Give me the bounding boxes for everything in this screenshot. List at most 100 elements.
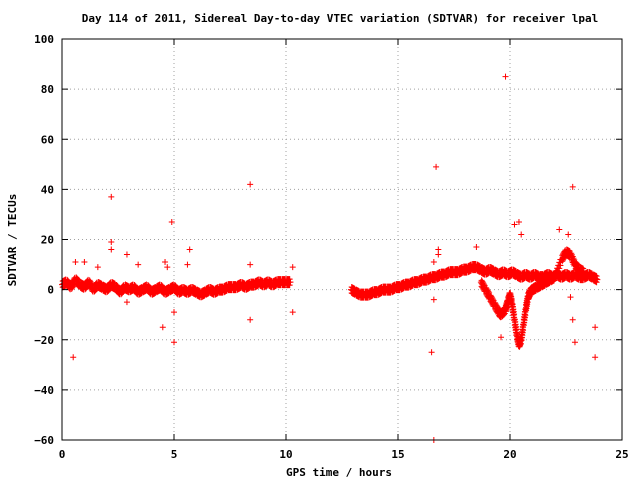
data-point (493, 302, 500, 309)
outlier-point (164, 264, 171, 271)
x-tick-label: 15 (391, 448, 404, 461)
outlier-point (473, 244, 480, 251)
outlier-point (162, 259, 169, 266)
data-point (489, 294, 496, 301)
x-tick-label: 20 (503, 448, 516, 461)
data-point (286, 282, 293, 289)
data-point (68, 285, 75, 292)
data-point (580, 265, 587, 272)
outlier-point (171, 339, 177, 346)
outlier-point (108, 193, 115, 200)
data-points (59, 73, 601, 443)
x-tick-label: 10 (279, 448, 292, 461)
data-point (485, 288, 492, 295)
data-point (554, 271, 561, 278)
outlier-point (433, 163, 440, 170)
outlier-point (592, 354, 599, 361)
data-point (490, 297, 497, 304)
outlier-point (502, 73, 509, 80)
data-point (86, 277, 93, 284)
y-tick-labels: −60 −40 −20 0 20 40 60 80 100 (34, 33, 54, 447)
y-tick-label: −40 (34, 384, 54, 397)
outlier-point (289, 309, 296, 316)
data-point (513, 326, 520, 333)
outlier-point (171, 309, 177, 316)
x-tick-label: 0 (59, 448, 66, 461)
outlier-point (168, 218, 175, 225)
outlier-point (592, 324, 599, 331)
data-point (492, 301, 499, 308)
data-point (487, 292, 494, 299)
data-point (580, 271, 587, 278)
outlier-point (511, 221, 518, 228)
data-point (69, 284, 76, 291)
data-point (594, 276, 601, 283)
outlier-point (72, 259, 79, 266)
data-point (551, 277, 558, 284)
data-point (560, 257, 567, 264)
outlier-point (184, 261, 191, 268)
outlier-point (81, 259, 88, 266)
axis-ticks (61, 38, 623, 441)
y-tick-label: 60 (41, 133, 54, 146)
x-tick-labels: 0 5 10 15 20 25 (59, 448, 629, 461)
data-point (522, 312, 529, 319)
data-point (511, 311, 518, 318)
data-point (70, 283, 77, 290)
data-point (488, 293, 495, 300)
outlier-point (247, 316, 254, 323)
data-point (571, 256, 578, 263)
outlier-point (515, 218, 522, 225)
x-tick-label: 25 (615, 448, 628, 461)
data-point (88, 279, 95, 286)
y-tick-label: 100 (34, 33, 54, 46)
y-tick-label: 20 (41, 234, 54, 247)
data-point (520, 327, 527, 334)
outlier-point (435, 251, 442, 258)
data-point (480, 279, 487, 286)
outlier-point (498, 334, 505, 341)
y-tick-label: 40 (41, 183, 54, 196)
data-point (483, 284, 490, 291)
outlier-point (247, 261, 254, 268)
y-tick-label: 0 (47, 284, 54, 297)
outlier-point (567, 294, 574, 301)
data-point (559, 258, 566, 265)
data-point (286, 276, 293, 283)
data-point (556, 265, 563, 272)
data-point (593, 273, 600, 280)
outlier-point (518, 231, 525, 238)
data-point (492, 299, 499, 306)
outlier-point (435, 246, 442, 253)
data-point (480, 281, 487, 288)
data-point (580, 269, 587, 276)
data-point (87, 278, 94, 285)
outlier-point (556, 226, 563, 233)
outlier-point (571, 339, 578, 346)
outlier-point (430, 296, 437, 303)
y-axis-title: SDTVAR / TECUs (6, 194, 19, 287)
outlier-point (569, 316, 576, 323)
data-point (524, 299, 531, 306)
x-tick-label: 5 (171, 448, 178, 461)
grid-lines (62, 39, 622, 440)
outlier-point (428, 349, 435, 356)
data-point (481, 282, 488, 289)
outlier-point (94, 264, 101, 271)
outlier-point (159, 324, 166, 331)
outlier-point (565, 231, 572, 238)
data-point (593, 279, 600, 286)
data-point (484, 287, 491, 294)
data-point (486, 289, 493, 296)
outlier-point (135, 261, 142, 268)
data-point (479, 278, 486, 285)
y-tick-label: −60 (34, 434, 54, 447)
data-point (555, 268, 562, 275)
data-point (557, 262, 564, 269)
outlier-point (123, 299, 130, 306)
outlier-point (289, 264, 296, 271)
outlier-point (430, 259, 437, 266)
data-point (489, 296, 496, 303)
data-point (287, 279, 294, 286)
